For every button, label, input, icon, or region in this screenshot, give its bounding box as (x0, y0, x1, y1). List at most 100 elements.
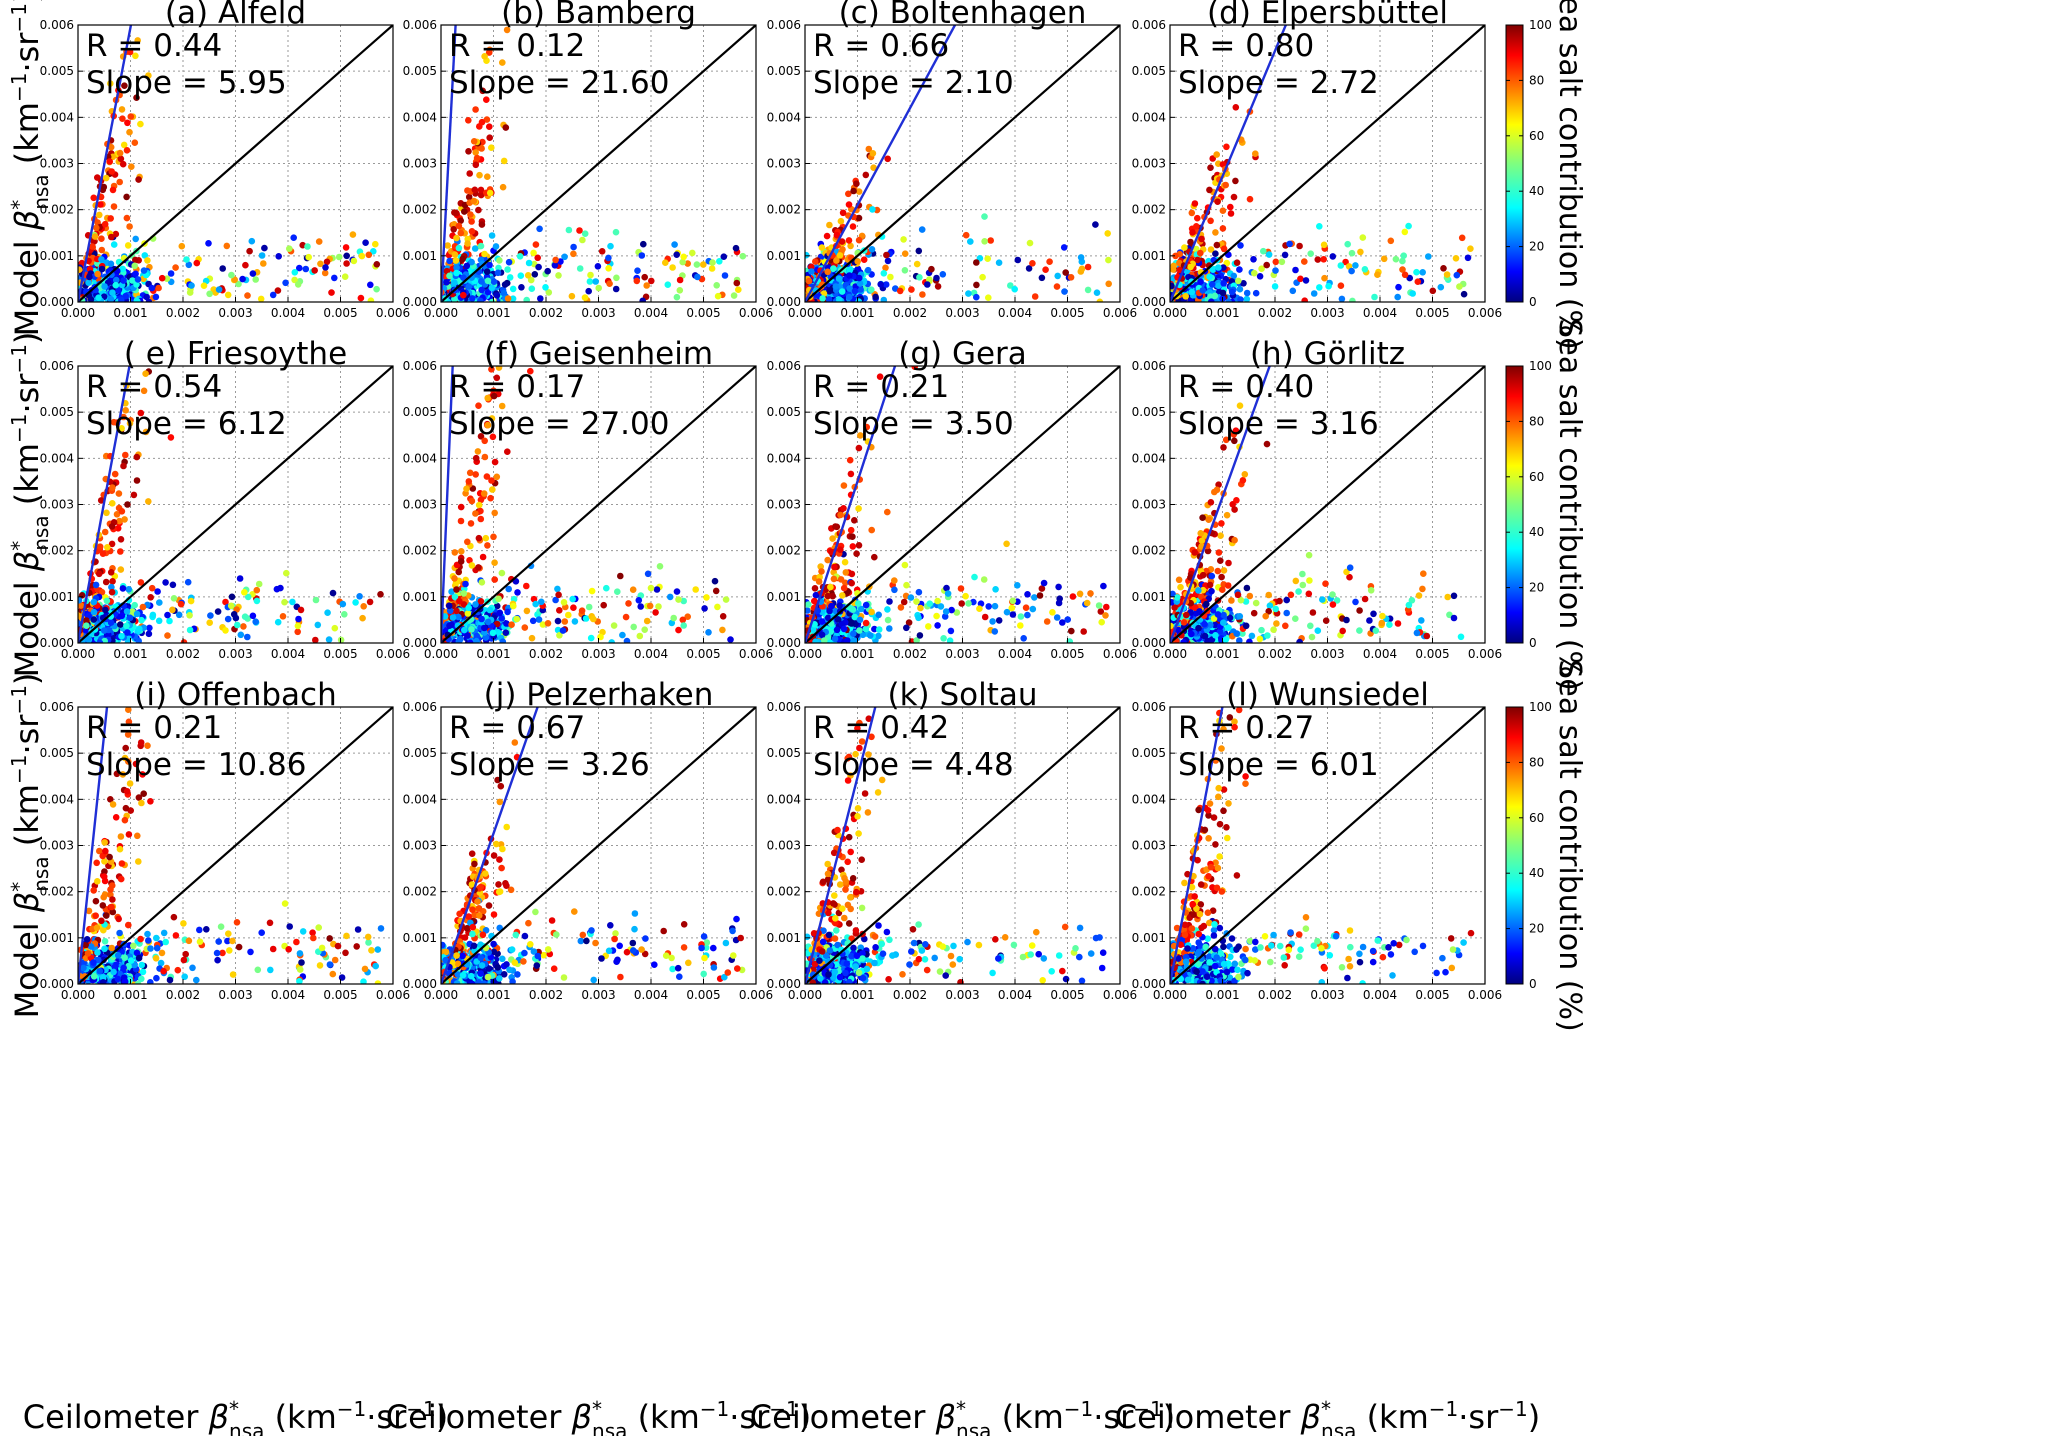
scatter-point (1273, 620, 1280, 627)
scatter-point (500, 289, 508, 297)
scatter-point (1232, 427, 1240, 435)
scatter-point (464, 240, 471, 247)
x-tick-label: 0.002 (1258, 647, 1292, 661)
scatter-point (869, 150, 877, 157)
scatter-point (855, 214, 863, 222)
scatter-point (107, 619, 115, 626)
scatter-point (1053, 614, 1061, 621)
scatter-point (479, 87, 487, 95)
scatter-point (849, 223, 857, 230)
scatter-point (162, 579, 169, 586)
scatter-point (112, 281, 120, 289)
scatter-point (1386, 621, 1393, 628)
x-tick-label: 0.005 (323, 647, 357, 661)
x-tick-label: 0.001 (840, 647, 874, 661)
scatter-point (446, 622, 453, 629)
scatter-point (266, 919, 274, 927)
scatter-point (455, 222, 463, 230)
scatter-point (180, 639, 188, 643)
scatter-point (981, 213, 988, 220)
scatter-point (172, 932, 180, 939)
scatter-point (1098, 618, 1105, 626)
scatter-point (93, 859, 100, 867)
scatter-point (466, 557, 473, 564)
x-tick-label: 0.003 (945, 306, 979, 320)
scatter-point (342, 244, 350, 251)
scatter-point (453, 234, 460, 242)
y-tick-label: 0.002 (1132, 544, 1166, 558)
scatter-point (928, 265, 935, 273)
scatter-point (453, 586, 460, 593)
scatter-point (1319, 596, 1326, 603)
scatter-point (995, 259, 1003, 267)
scatter-point (477, 433, 485, 440)
scatter-point (169, 581, 177, 589)
x-tick-label: 0.001 (1205, 647, 1239, 661)
scatter-point (1272, 267, 1279, 274)
scatter-point (1348, 249, 1356, 257)
scatter-point (367, 281, 374, 289)
scatter-point (125, 831, 133, 838)
scatter-point (183, 256, 190, 263)
slope-value: Slope = 6.12 (86, 406, 287, 442)
scatter-point (1020, 635, 1027, 642)
scatter-point (466, 469, 474, 477)
scatter-point (1203, 600, 1210, 608)
scatter-point (1220, 611, 1227, 619)
scatter-point (1191, 549, 1198, 556)
scatter-point (1230, 193, 1238, 201)
x-tick-label: 0.003 (218, 306, 252, 320)
scatter-point (531, 271, 539, 278)
scatter-point (125, 634, 132, 641)
scatter-point (253, 597, 261, 605)
scatter-point (940, 635, 947, 642)
scatter-point (1457, 633, 1465, 641)
scatter-point (1367, 587, 1375, 594)
scatter-point (869, 206, 876, 213)
scatter-point (108, 588, 116, 596)
scatter-point (133, 610, 141, 618)
scatter-point (257, 295, 265, 302)
scatter-point (823, 232, 831, 240)
scatter-point (684, 260, 691, 267)
scatter-point (989, 618, 996, 625)
scatter-point (326, 935, 334, 942)
scatter-point (1314, 256, 1322, 263)
scatter-point (1236, 402, 1244, 410)
scatter-point (836, 602, 843, 609)
scatter-point (556, 607, 563, 614)
scatter-point (85, 907, 93, 915)
scatter-point (296, 264, 303, 272)
scatter-point (1419, 585, 1426, 593)
scatter-point (1183, 611, 1190, 619)
x-tick-label: 0.003 (1310, 306, 1344, 320)
scatter-point (1225, 559, 1232, 567)
scatter-point (131, 601, 138, 609)
scatter-point (648, 277, 655, 285)
scatter-point (871, 553, 878, 561)
scatter-point (846, 285, 853, 292)
scatter-point (855, 236, 863, 244)
scatter-point (215, 286, 223, 293)
scatter-point (1104, 230, 1111, 237)
scatter-point (468, 562, 476, 569)
scatter-point (126, 223, 133, 230)
scatter-point (1272, 258, 1280, 266)
scatter-point (571, 618, 579, 625)
scatter-point (819, 295, 826, 302)
scatter-point (1187, 263, 1194, 271)
scatter-point (1180, 619, 1188, 626)
scatter-point (1246, 638, 1253, 643)
scatter-point (465, 148, 472, 155)
y-tick-label: 0.003 (403, 498, 437, 512)
scatter-point (1240, 280, 1247, 287)
scatter-point (366, 598, 374, 606)
scatter-point (93, 224, 100, 232)
scatter-point (633, 277, 641, 285)
scatter-point (113, 276, 120, 284)
scatter-point (1174, 594, 1181, 601)
scatter-point (714, 292, 722, 300)
scatter-point (156, 599, 163, 606)
scatter-point (1014, 582, 1021, 589)
